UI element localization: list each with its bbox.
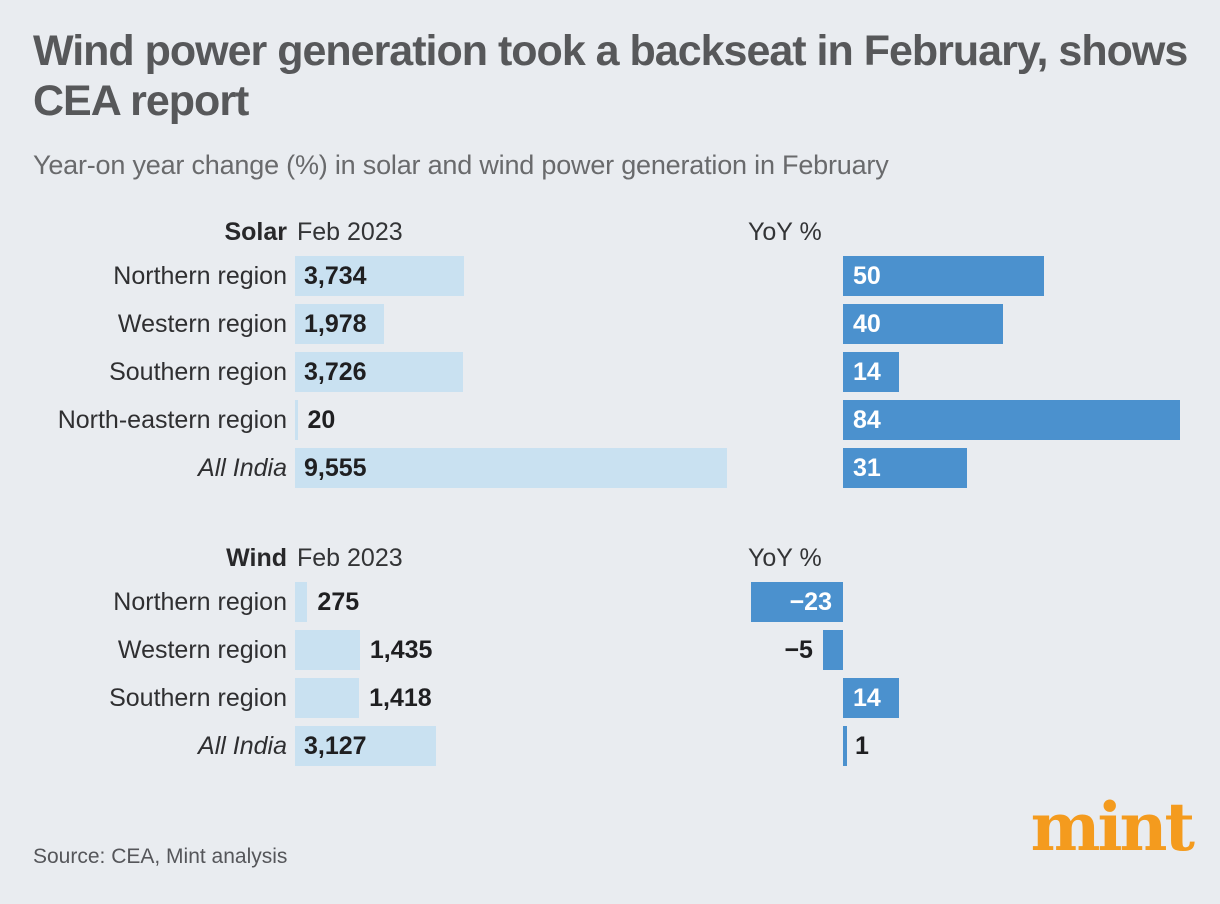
generation-bar: [295, 304, 385, 344]
chart-row: North-eastern region 20 84: [0, 400, 1220, 440]
period-label: Feb 2023: [297, 218, 403, 246]
yoy-bar: [843, 352, 900, 392]
region-label: Western region: [117, 636, 287, 664]
yoy-value-label: 84: [853, 406, 881, 434]
generation-bar: [295, 582, 308, 622]
yoy-bar: [843, 678, 900, 718]
yoy-header-label: YoY %: [748, 544, 822, 572]
region-label: All India: [198, 454, 287, 482]
generation-bar: [295, 630, 360, 670]
yoy-value-label: 40: [853, 310, 881, 338]
chart-row: Western region 1,435 −5: [0, 630, 1220, 670]
yoy-bar: [822, 630, 843, 670]
section-title: Solar: [224, 218, 287, 246]
generation-bar: [295, 678, 360, 718]
generation-bar: [295, 400, 298, 440]
yoy-bar: [843, 400, 1180, 440]
section-solar: Solar Feb 2023 YoY % Northern region 3,734 50…: [0, 212, 1220, 496]
generation-value-label: 20: [307, 406, 336, 434]
region-label: North-eastern region: [57, 406, 287, 434]
generation-value-label: 9,555: [304, 454, 367, 482]
section-header: Solar Feb 2023 YoY %: [0, 212, 1220, 256]
generation-value-label: 1,978: [304, 310, 367, 338]
generation-bar: [295, 352, 464, 392]
chart-row: Northern region 275 −23: [0, 582, 1220, 622]
region-label: Southern region: [109, 684, 287, 712]
page-subtitle: Year-on year change (%) in solar and win…: [33, 150, 889, 180]
yoy-value-label: 14: [853, 358, 881, 386]
yoy-value-label: −5: [784, 636, 813, 664]
mint-logo: mint: [1030, 788, 1195, 866]
region-label: Northern region: [113, 588, 287, 616]
region-label: All India: [198, 732, 287, 760]
page-title: Wind power generation took a backseat in…: [33, 27, 1188, 125]
source-note: Source: CEA, Mint analysis: [33, 845, 288, 868]
yoy-header-label: YoY %: [748, 218, 822, 246]
yoy-bar: [750, 582, 843, 622]
generation-value-label: 3,127: [304, 732, 367, 760]
generation-bar: [295, 448, 727, 488]
generation-value-label: 1,435: [369, 636, 433, 664]
chart-row: Western region 1,978 40: [0, 304, 1220, 344]
chart-row: Southern region 1,418 14: [0, 678, 1220, 718]
generation-bar: [295, 726, 437, 766]
yoy-bar: [843, 256, 1044, 296]
generation-value-label: 275: [317, 588, 360, 616]
chart-row: Northern region 3,734 50: [0, 256, 1220, 296]
period-label: Feb 2023: [297, 544, 403, 572]
chart-row: Southern region 3,726 14: [0, 352, 1220, 392]
yoy-value-label: 50: [853, 262, 881, 290]
generation-bar: [295, 256, 464, 296]
chart-row: All India 9,555 31: [0, 448, 1220, 488]
yoy-bar: [843, 304, 1004, 344]
generation-value-label: 1,418: [369, 684, 432, 712]
yoy-value-label: 31: [853, 454, 881, 482]
region-label: Northern region: [113, 262, 287, 290]
yoy-bar: [843, 726, 847, 766]
region-label: Southern region: [109, 358, 287, 386]
chart-row: All India 3,127 1: [0, 726, 1220, 766]
generation-value-label: 3,726: [304, 358, 367, 386]
yoy-value-label: −23: [789, 588, 832, 616]
section-wind: Wind Feb 2023 YoY % Northern region 275 −23 We…: [0, 538, 1220, 774]
section-title: Wind: [226, 544, 287, 572]
yoy-bar: [843, 448, 968, 488]
yoy-value-label: 14: [853, 684, 881, 712]
section-header: Wind Feb 2023 YoY %: [0, 538, 1220, 582]
yoy-value-label: 1: [855, 732, 869, 760]
region-label: Western region: [117, 310, 287, 338]
generation-value-label: 3,734: [304, 262, 367, 290]
